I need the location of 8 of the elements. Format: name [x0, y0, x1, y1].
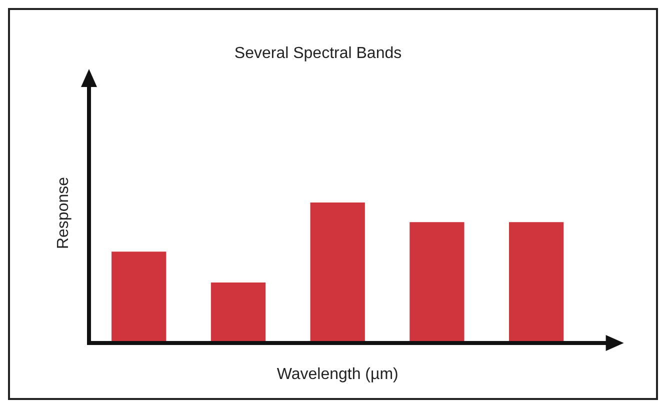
chart-title: Several Spectral Bands — [234, 45, 402, 62]
bar — [508, 222, 564, 343]
x-axis-title: Wavelength (µm) — [276, 366, 398, 383]
bar — [210, 282, 266, 343]
y-axis-title: Response — [55, 176, 72, 250]
bar — [310, 202, 365, 343]
bar — [410, 222, 464, 343]
bar — [112, 252, 166, 343]
